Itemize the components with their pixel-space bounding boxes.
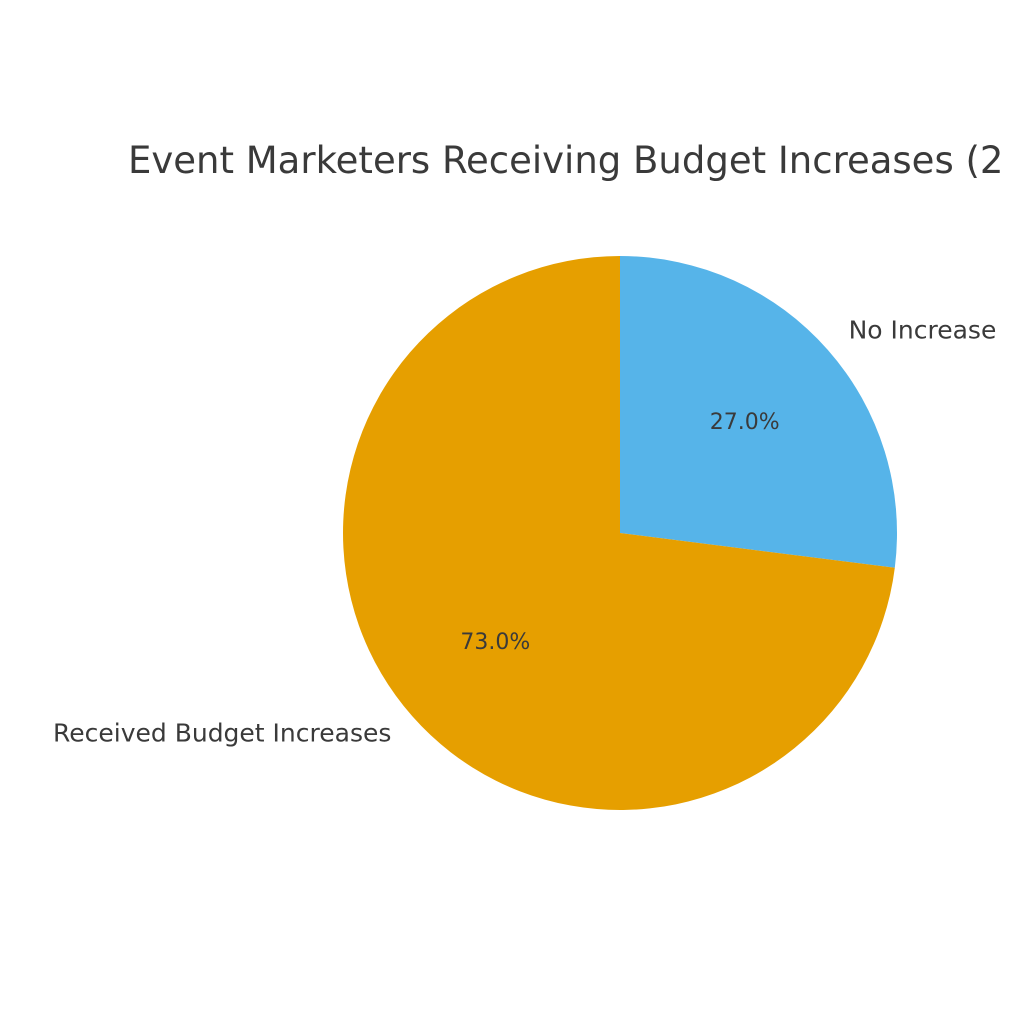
pie-slice-received-budget-increases [343, 256, 895, 810]
slice-category-label: No Increase [849, 316, 997, 345]
slice-percent-label: 27.0% [710, 410, 780, 435]
pie-slice-no-increase [620, 256, 898, 568]
pie-slices [343, 256, 898, 810]
chart-title: Event Marketers Receiving Budget Increas… [128, 139, 1003, 182]
slice-percent-label: 73.0% [460, 630, 530, 655]
slice-category-label: Received Budget Increases [53, 719, 391, 748]
pie-labels: 27.0% No Increase 73.0% Received Budget Inc… [53, 316, 996, 748]
